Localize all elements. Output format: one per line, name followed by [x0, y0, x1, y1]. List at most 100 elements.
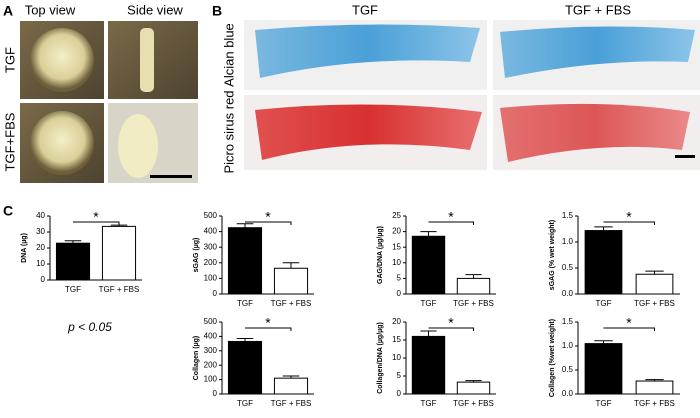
y-axis-title: sGAG (% wet weight)	[549, 220, 556, 290]
error-bar	[282, 375, 300, 379]
bar	[55, 242, 91, 281]
error-bar	[645, 270, 664, 275]
y-tick-label: 25	[392, 211, 401, 220]
photo	[255, 24, 480, 79]
y-tick-label: 300	[204, 242, 218, 251]
panel-label: C	[3, 203, 13, 219]
scale-bar	[150, 175, 192, 178]
bar	[635, 380, 674, 395]
significance-bracket	[603, 327, 655, 331]
error-bar	[236, 223, 254, 228]
y-tick-label: 100	[204, 274, 218, 283]
bar	[584, 343, 623, 395]
y-tick-label: 400	[204, 332, 218, 341]
bar	[456, 277, 491, 295]
y-tick-label: 20	[36, 243, 45, 252]
significance-note: p < 0.05	[67, 320, 112, 334]
error-bar	[420, 330, 437, 337]
error-bar	[282, 262, 300, 269]
y-tick-label: 0.0	[562, 289, 574, 298]
column-label: TGF	[352, 2, 378, 17]
y-tick-label: 0	[213, 289, 218, 298]
significance-star: *	[626, 315, 632, 331]
bar	[227, 340, 263, 395]
error-bar	[420, 231, 437, 237]
column-label: Top view	[25, 2, 76, 17]
y-tick-label: 300	[204, 346, 218, 355]
panel-label: B	[212, 3, 222, 19]
bar	[101, 225, 137, 281]
row-label: TGF+FBS	[2, 112, 17, 171]
bar	[411, 335, 446, 395]
y-tick-label: 500	[204, 317, 218, 326]
x-tick-label: TGF + FBS	[271, 399, 312, 408]
photo	[255, 104, 482, 160]
y-tick-label: 1.5	[562, 317, 574, 326]
significance-star: *	[265, 315, 271, 331]
bar	[584, 230, 623, 295]
x-tick-label: TGF	[596, 299, 612, 308]
y-tick-label: 1.0	[562, 237, 574, 246]
y-tick-label: 5	[397, 371, 402, 380]
y-tick-label: 0	[397, 289, 402, 298]
bar	[273, 267, 309, 295]
photo	[500, 26, 695, 79]
y-tick-label: 0.5	[562, 263, 574, 272]
error-bar	[594, 340, 613, 344]
row-label: Alcian blue	[221, 23, 236, 87]
photo	[30, 111, 94, 175]
y-tick-label: 10	[392, 353, 401, 362]
x-tick-label: TGF	[596, 399, 612, 408]
column-label: Side view	[127, 2, 183, 17]
x-tick-label: TGF	[421, 399, 437, 408]
error-bar	[465, 380, 482, 383]
column-label: TGF + FBS	[565, 2, 631, 17]
error-bar	[645, 379, 664, 382]
y-axis-title: GAG/DNA (µg/µg)	[377, 226, 384, 284]
y-tick-label: 0.0	[562, 389, 574, 398]
y-tick-label: 500	[204, 211, 218, 220]
bar	[456, 381, 491, 395]
significance-star: *	[93, 209, 99, 225]
photo	[500, 103, 690, 162]
significance-bracket	[428, 221, 474, 225]
y-tick-label: 30	[36, 227, 45, 236]
significance-star: *	[448, 315, 454, 331]
significance-star: *	[448, 209, 454, 225]
y-tick-label: 20	[392, 317, 401, 326]
x-tick-label: TGF + FBS	[634, 399, 675, 408]
y-tick-label: 0	[397, 389, 402, 398]
y-axis-title: Collagen/DNA (µg/µg)	[377, 322, 384, 394]
y-tick-label: 1.5	[562, 211, 574, 220]
y-tick-label: 10	[392, 258, 401, 267]
significance-star: *	[626, 209, 632, 225]
y-axis-title: Collagen (%wet weight)	[549, 319, 556, 397]
y-tick-label: 0	[41, 275, 46, 284]
y-tick-label: 100	[204, 375, 218, 384]
significance-bracket	[245, 221, 292, 225]
x-tick-label: TGF + FBS	[453, 399, 494, 408]
photo	[30, 28, 94, 92]
significance-bracket	[73, 221, 120, 225]
error-bar	[236, 338, 254, 342]
error-bar	[64, 240, 82, 244]
y-tick-label: 5	[397, 274, 402, 283]
significance-bracket	[428, 327, 474, 331]
y-tick-label: 15	[392, 242, 401, 251]
bar	[411, 235, 446, 295]
significance-bracket	[603, 221, 655, 225]
y-tick-label: 20	[392, 227, 401, 236]
error-bar	[594, 226, 613, 231]
photo	[118, 114, 158, 178]
y-axis-title: Collagen (µg)	[193, 336, 200, 380]
y-tick-label: 40	[36, 211, 45, 220]
y-axis-title: DNA (µg)	[21, 233, 28, 263]
y-tick-label: 15	[392, 335, 401, 344]
significance-star: *	[265, 209, 271, 225]
bar	[227, 227, 263, 295]
x-tick-label: TGF	[237, 299, 253, 308]
error-bar	[110, 224, 128, 227]
row-label: Picro sirus red	[221, 90, 236, 173]
photo	[140, 28, 154, 92]
